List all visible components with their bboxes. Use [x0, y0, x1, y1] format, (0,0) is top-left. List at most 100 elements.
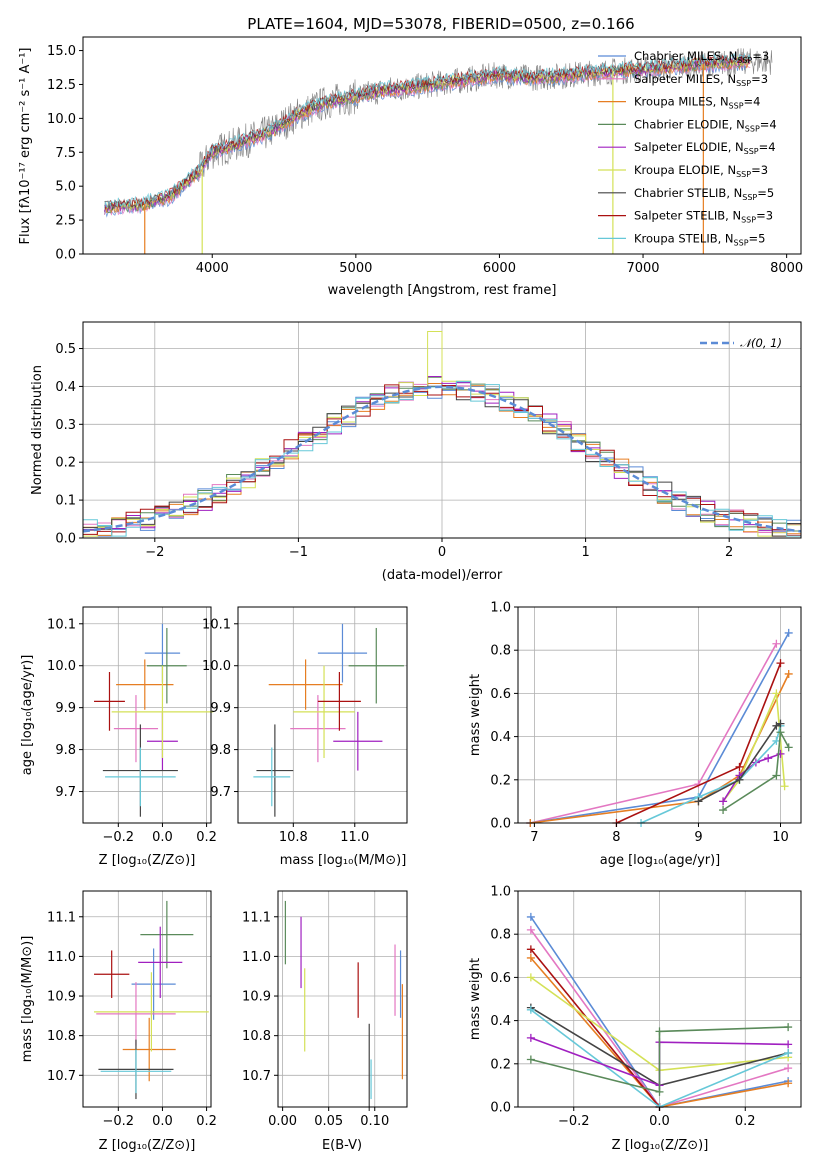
y-tick-label: 9.7: [55, 785, 76, 800]
legend-label: Kroupa STELIB, N: [634, 231, 734, 245]
legend-suffix: =3: [752, 49, 769, 63]
plus-marker: [776, 728, 785, 737]
legend-subscript: SSP: [744, 147, 759, 156]
plot-frame: [277, 890, 408, 1108]
y-tick-label: 0.0: [490, 1101, 511, 1116]
legend-subscript: SSP: [736, 170, 751, 179]
y-tick-label: 12.5: [47, 78, 76, 93]
legend-entry: Kroupa STELIB, NSSP=5: [634, 231, 765, 247]
legend-suffix: =4: [744, 95, 761, 109]
x-axis-label: (data-model)/error: [382, 568, 503, 583]
plot-frame: [517, 606, 802, 824]
y-tick-label: 0.6: [490, 971, 511, 986]
plot-frame: [237, 606, 408, 824]
plus-marker: [784, 628, 793, 637]
x-tick-label: 2: [725, 545, 733, 560]
y-tick-label: 10.0: [47, 112, 76, 127]
y-tick-label: 0.6: [490, 687, 511, 702]
y-tick-label: 0.0: [490, 817, 511, 832]
legend-label: Chabrier STELIB, N: [634, 186, 742, 200]
plus-marker: [776, 719, 785, 728]
plus-marker: [772, 639, 781, 648]
y-tick-label: 9.8: [55, 743, 76, 758]
mass-weight-line: [530, 1026, 789, 1093]
legend-subscript: SSP: [737, 56, 752, 65]
legend-entry: Chabrier ELODIE, NSSP=4: [634, 117, 777, 133]
y-tick-label: 1.0: [490, 885, 511, 900]
legend-suffix: =5: [749, 231, 766, 245]
x-tick-label: 10.8: [279, 830, 308, 845]
legend-label: Salpeter MILES, N: [634, 72, 736, 86]
y-tick-label: 0.4: [490, 1014, 511, 1029]
y-tick-label: 10.7: [242, 1069, 271, 1084]
plus-marker: [526, 1005, 535, 1014]
legend-entry: Chabrier STELIB, NSSP=5: [634, 186, 774, 202]
x-tick-label: 7: [530, 830, 538, 845]
legend-subscript: SSP: [736, 79, 751, 88]
plus-marker: [784, 743, 793, 752]
y-tick-label: 0.2: [55, 456, 76, 471]
y-tick-label: 9.9: [55, 701, 76, 716]
x-axis-label: Z [log₁₀(Z/Z⊙)]: [99, 1138, 196, 1153]
x-axis-label: wavelength [Angstrom, rest frame]: [328, 283, 557, 298]
legend: 𝒩(0, 1): [700, 336, 782, 350]
x-axis-label: Z [log₁₀(Z/Z⊙)]: [99, 853, 196, 868]
x-tick-label: 10: [772, 830, 789, 845]
x-tick-label: −1: [289, 545, 308, 560]
plus-marker: [526, 912, 535, 921]
x-tick-label: 0.0: [152, 830, 173, 845]
model-spectrum-line: [104, 52, 751, 209]
y-tick-label: 2.5: [55, 214, 76, 229]
chart-title: PLATE=1604, MJD=53078, FIBERID=0500, z=0…: [247, 15, 634, 33]
x-tick-label: 6000: [483, 261, 516, 276]
y-axis-label: Flux [fλ10⁻¹⁷ erg cm⁻² s⁻¹ A⁻¹]: [18, 48, 33, 245]
x-tick-label: −0.2: [103, 1114, 135, 1129]
model-spectrum-line: [104, 54, 751, 210]
weight-vs-age-panel: 7 8 9 10 0.0 0.2 0.4 0.6 0.8 1.0 age [log₁₀(age/y…: [468, 601, 802, 868]
x-tick-label: 11.0: [340, 830, 369, 845]
weight-vs-metallicity-panel: −0.2 0.0 0.2 0.0 0.2 0.4 0.6 0.8 1.0 Z [log₁₀(Z/…: [468, 885, 802, 1153]
y-tick-label: 10.0: [47, 659, 76, 674]
y-tick-label: 10.1: [47, 617, 76, 632]
x-tick-label: 0.05: [314, 1114, 343, 1129]
plus-marker: [784, 1023, 793, 1032]
plus-marker: [772, 689, 781, 698]
x-tick-label: 0.0: [152, 1114, 173, 1129]
x-tick-label: 7000: [626, 261, 659, 276]
x-tick-label: 0: [438, 545, 446, 560]
normal-distribution-curve: [82, 385, 802, 533]
plot-frame: [82, 890, 212, 1108]
x-tick-label: 9: [694, 830, 702, 845]
plus-marker: [764, 754, 773, 763]
plus-marker: [655, 1087, 664, 1096]
y-axis-label: mass [log₁₀(M/M⊙)]: [20, 936, 35, 1063]
y-tick-label: 9.8: [210, 743, 231, 758]
y-tick-label: 0.8: [490, 644, 511, 659]
legend-entry: Kroupa ELODIE, NSSP=3: [634, 163, 768, 179]
plus-marker: [719, 797, 728, 806]
plus-marker: [784, 1040, 793, 1049]
x-tick-label: −0.2: [103, 830, 135, 845]
legend-suffix: =3: [756, 209, 773, 223]
mass-weight-line: [722, 729, 790, 811]
mass-vs-ebv-panel: 0.00 0.05 0.10 10.7 10.8 10.9 11.0 11.1 E(B-V): [242, 890, 408, 1153]
legend-subscript: SSP: [734, 238, 749, 247]
plus-marker: [784, 1064, 793, 1073]
y-tick-label: 11.0: [242, 950, 271, 965]
x-tick-label: 8: [612, 830, 620, 845]
plus-marker: [780, 782, 789, 791]
residual-histogram: [83, 384, 801, 537]
plus-marker: [719, 806, 728, 815]
x-axis-label: mass [log₁₀(M/M⊙)]: [280, 853, 407, 868]
x-axis-label: age [log₁₀(age/yr)]: [600, 853, 721, 868]
legend-subscript: SSP: [741, 216, 756, 225]
plus-marker: [784, 1079, 793, 1088]
y-tick-label: 10.1: [202, 617, 231, 632]
y-tick-label: 5.0: [55, 180, 76, 195]
plus-marker: [694, 797, 703, 806]
y-tick-label: 1.0: [490, 601, 511, 616]
plus-marker: [655, 1027, 664, 1036]
x-tick-label: 5000: [339, 261, 372, 276]
